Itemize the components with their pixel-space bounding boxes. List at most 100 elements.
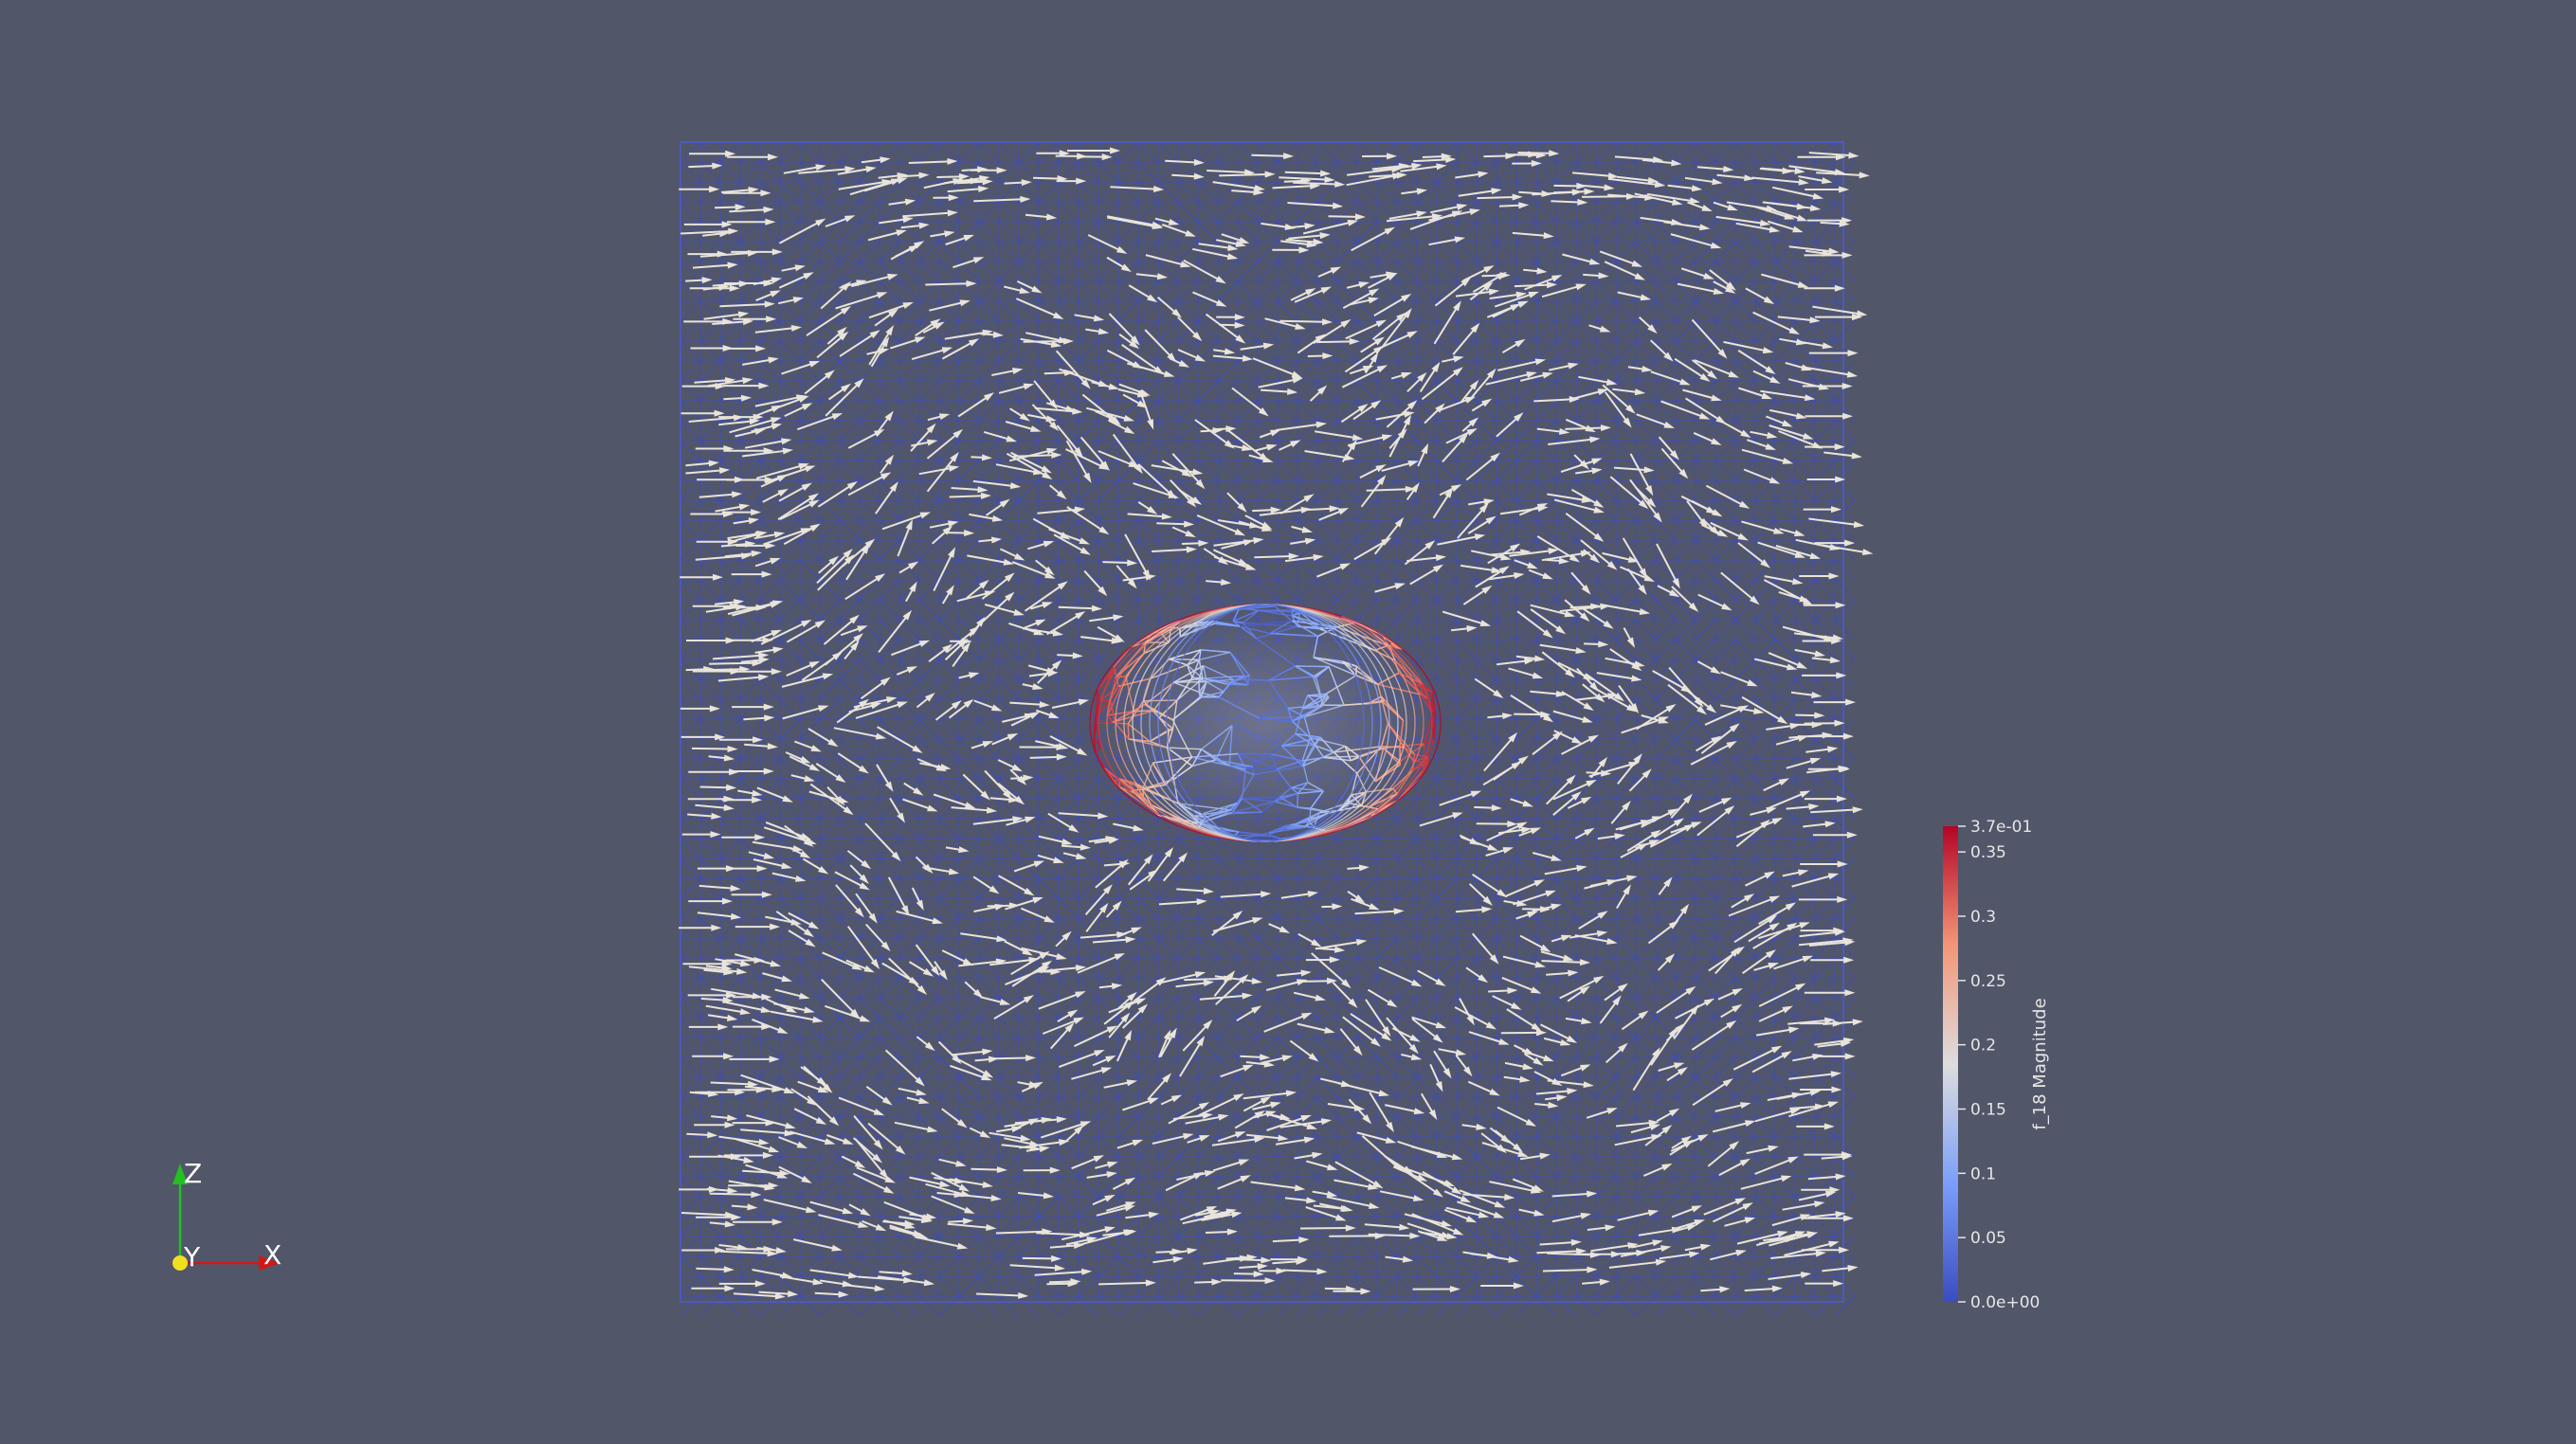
sphere-edge xyxy=(1290,820,1311,826)
sphere-edge xyxy=(1243,622,1297,627)
vector-arrow xyxy=(1565,1017,1592,1025)
vector-arrow xyxy=(1433,1050,1452,1079)
vector-arrow xyxy=(723,1151,773,1159)
vector-arrow xyxy=(898,171,930,179)
vector-arrow xyxy=(1807,1173,1846,1181)
vector-arrow xyxy=(1788,245,1840,255)
vector-arrow xyxy=(1364,1223,1410,1231)
vector-arrow xyxy=(1215,974,1249,1005)
vector-arrow xyxy=(1540,950,1574,962)
vector-arrow xyxy=(1004,1137,1041,1147)
vector-arrow xyxy=(1712,1202,1753,1223)
vector-arrow xyxy=(777,297,805,305)
vector-arrow xyxy=(758,1291,799,1298)
sphere-edge xyxy=(1307,809,1339,821)
vector-arrow xyxy=(1541,550,1592,562)
vector-arrow xyxy=(967,554,1015,566)
sphere-edge xyxy=(1173,680,1207,683)
vector-arrow xyxy=(1036,150,1070,157)
sphere-edge xyxy=(1229,652,1245,677)
vector-arrow xyxy=(1103,1079,1138,1089)
vector-arrow xyxy=(1113,822,1144,832)
vector-arrow xyxy=(1804,284,1845,292)
vector-arrow xyxy=(826,786,845,806)
sphere-edge xyxy=(1377,793,1398,810)
vector-arrow xyxy=(1587,1224,1616,1232)
vector-arrow xyxy=(1386,400,1418,428)
vector-arrow xyxy=(1620,566,1656,583)
vector-arrow xyxy=(1659,1251,1700,1260)
vector-arrow xyxy=(1700,523,1729,537)
vector-arrow xyxy=(1533,396,1580,403)
vector-arrow xyxy=(1230,444,1253,452)
vector-arrow xyxy=(1213,348,1236,355)
vector-arrow xyxy=(788,912,820,930)
vector-arrow xyxy=(1801,366,1859,378)
orientation-axes: Z X Y xyxy=(172,1158,281,1273)
vector-arrow xyxy=(1263,1012,1313,1033)
vector-arrow xyxy=(1650,339,1674,362)
vector-arrow xyxy=(1037,659,1062,684)
vector-arrow xyxy=(1156,296,1182,318)
vector-arrow xyxy=(740,1128,795,1137)
vector-arrow xyxy=(861,156,891,164)
vector-arrow xyxy=(1799,572,1840,580)
vector-arrow xyxy=(1515,655,1546,662)
vector-arrow xyxy=(1680,267,1714,280)
vector-arrow xyxy=(1788,165,1846,176)
vector-arrow xyxy=(1047,812,1079,833)
vector-arrow xyxy=(1565,424,1612,432)
vector-arrow xyxy=(1467,1080,1500,1096)
vector-arrow xyxy=(1805,186,1850,193)
vector-arrow xyxy=(1748,922,1780,943)
vector-arrow xyxy=(1677,282,1725,295)
vector-arrow xyxy=(1564,599,1590,623)
vector-arrow xyxy=(877,726,923,753)
vector-arrow xyxy=(681,831,721,839)
vector-arrow xyxy=(1492,303,1521,318)
vector-arrow xyxy=(1219,171,1276,178)
vector-arrow xyxy=(845,1284,885,1292)
scalar-colorbar[interactable]: 3.7e-010.350.30.250.20.150.10.050.0e+00 … xyxy=(1943,818,2050,1312)
vector-arrow xyxy=(1761,273,1809,288)
vector-arrow xyxy=(1629,453,1654,496)
sphere-edge xyxy=(1228,725,1233,767)
vector-arrow xyxy=(1767,1092,1803,1101)
vector-arrow xyxy=(889,1226,929,1239)
vector-arrow xyxy=(1087,234,1128,254)
vector-arrow xyxy=(851,273,898,288)
vector-arrow xyxy=(958,672,980,679)
vector-arrow xyxy=(1462,1251,1519,1263)
vector-arrow xyxy=(1306,1160,1338,1171)
vector-arrow xyxy=(1798,175,1833,185)
vector-arrow xyxy=(1572,171,1620,180)
vector-arrow xyxy=(1753,658,1798,671)
vector-arrow xyxy=(1135,273,1169,280)
sphere-edge xyxy=(1206,680,1225,693)
vector-arrow xyxy=(1658,876,1673,895)
vector-arrow xyxy=(1803,602,1846,609)
vector-arrow xyxy=(887,876,910,916)
vector-arrow xyxy=(1519,1152,1551,1161)
sphere-edge xyxy=(1270,753,1303,762)
vector-arrow xyxy=(1108,419,1135,435)
sphere-edge xyxy=(1241,769,1247,799)
vector-arrow xyxy=(688,897,733,905)
vector-arrow xyxy=(1488,987,1518,994)
vector-arrow xyxy=(845,959,875,973)
sphere-edge xyxy=(1198,649,1202,660)
vector-arrow xyxy=(1562,253,1601,265)
vector-arrow xyxy=(1327,1103,1366,1111)
vector-arrow xyxy=(1496,658,1535,666)
vector-arrow xyxy=(1822,1264,1859,1273)
vector-arrow xyxy=(1116,1029,1133,1062)
vector-arrow xyxy=(1159,1027,1177,1058)
vector-arrow xyxy=(837,752,869,774)
sphere-edge xyxy=(1310,736,1346,748)
vector-arrow xyxy=(727,1086,767,1093)
vector-arrow xyxy=(1027,540,1055,551)
sphere-edge xyxy=(1176,677,1193,701)
sphere-edge xyxy=(1095,747,1101,753)
